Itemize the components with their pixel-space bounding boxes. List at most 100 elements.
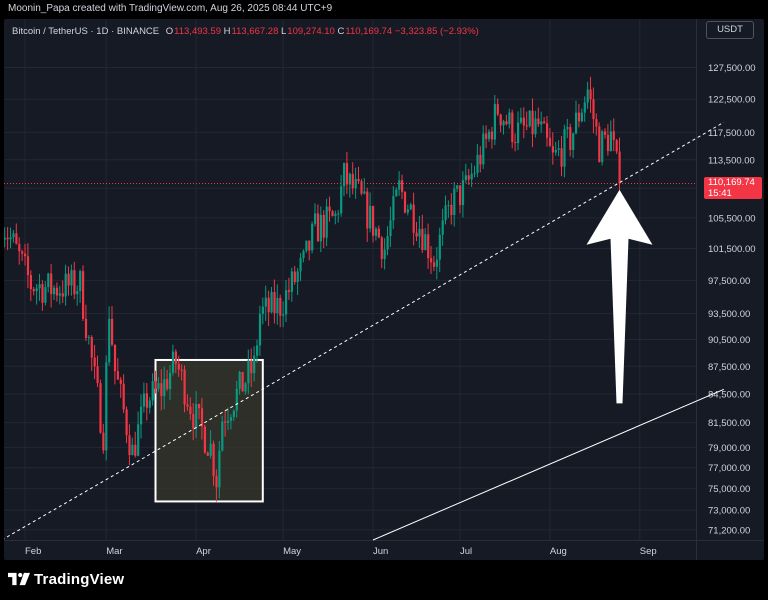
- candle-body: [250, 360, 253, 374]
- candle-body: [38, 284, 41, 289]
- support-trendline: [4, 121, 725, 540]
- candle-body: [113, 344, 117, 372]
- x-tick-label: Sep: [640, 546, 657, 557]
- candle-body: [534, 118, 537, 135]
- candle-body: [316, 213, 320, 242]
- candle-body: [418, 228, 421, 237]
- up-arrow-icon: [586, 189, 653, 404]
- x-tick-label: Aug: [550, 546, 567, 557]
- candle-body: [102, 432, 105, 451]
- candle-body: [572, 133, 575, 150]
- candle-body: [398, 180, 401, 190]
- symbol-name: Bitcoin / TetherUS · 1D · BINANCE: [12, 26, 160, 37]
- x-tick-label: May: [283, 546, 301, 557]
- candle-body: [41, 284, 44, 303]
- candle-body: [32, 289, 35, 292]
- candle-body: [111, 318, 114, 345]
- symbol-legend: Bitcoin / TetherUS · 1D · BINANCE O113,4…: [12, 26, 479, 37]
- candle-body: [21, 251, 24, 254]
- candle-body: [311, 223, 314, 251]
- candle-body: [50, 273, 53, 295]
- candle-body: [125, 409, 128, 436]
- candle-body: [551, 146, 554, 153]
- candle-body: [589, 89, 592, 100]
- candle-body: [357, 178, 360, 182]
- candle-body: [108, 318, 111, 363]
- candle-body: [293, 271, 296, 282]
- candle-body: [55, 287, 59, 296]
- candle-body: [58, 293, 61, 296]
- candle-body: [6, 237, 9, 240]
- candle-body: [502, 121, 505, 126]
- candle-body: [331, 211, 334, 216]
- y-tick-label: 117,500.00: [708, 128, 755, 139]
- candle-body: [537, 118, 540, 125]
- candle-body: [215, 475, 218, 488]
- y-tick-label: 90,500.00: [708, 335, 750, 346]
- candle-body: [334, 213, 337, 216]
- low-value: 109,274.10: [287, 26, 335, 37]
- y-tick-label: 71,200.00: [708, 525, 750, 536]
- tradingview-logo-icon: [8, 572, 30, 586]
- candle-body: [84, 318, 88, 338]
- candle-body: [276, 297, 279, 314]
- candle-body: [47, 273, 50, 288]
- candle-body: [64, 273, 67, 297]
- candle-body: [224, 421, 227, 423]
- candle-body: [403, 191, 407, 213]
- candle-body: [438, 234, 441, 260]
- candle-body: [395, 189, 398, 197]
- candle-body: [369, 205, 372, 229]
- candle-body: [256, 345, 259, 356]
- candle-body: [163, 379, 166, 397]
- candle-body: [430, 258, 433, 263]
- y-tick-label: 73,000.00: [708, 506, 750, 517]
- candle-body: [351, 173, 354, 189]
- candle-body: [169, 372, 172, 390]
- candle-body: [209, 443, 212, 456]
- candle-body: [308, 240, 311, 251]
- parallel-trendline: [372, 388, 725, 541]
- candle-body: [612, 131, 615, 141]
- candle-body: [253, 355, 256, 374]
- candle-body: [563, 129, 566, 167]
- y-tick-label: 93,500.00: [708, 309, 750, 320]
- candle-body: [366, 191, 369, 229]
- candle-body: [409, 204, 412, 210]
- tradingview-brand[interactable]: TradingView: [8, 568, 124, 590]
- candle-body: [540, 121, 543, 125]
- candle-body: [195, 404, 198, 429]
- candle-body: [557, 148, 560, 150]
- candle-body: [192, 413, 195, 429]
- currency-button[interactable]: USDT: [706, 21, 754, 39]
- candle-body: [24, 253, 27, 257]
- candle-body: [238, 371, 241, 389]
- candle-body: [340, 186, 343, 214]
- y-tick-label: 75,000.00: [708, 484, 750, 495]
- highlight-box: [154, 358, 264, 503]
- candle-body: [258, 313, 262, 346]
- y-tick-label: 101,500.00: [708, 244, 756, 255]
- candle-body: [456, 185, 459, 189]
- candle-body: [470, 173, 473, 180]
- last-price-badge: 110,169.74 15:41: [704, 177, 762, 200]
- watermark-header: Moonin_Papa created with TradingView.com…: [8, 3, 333, 14]
- candle-body: [244, 383, 247, 392]
- candle-body: [343, 163, 346, 187]
- candle-body: [325, 206, 328, 238]
- last-price-value: 110,169.74: [708, 177, 755, 189]
- candle-body: [424, 234, 427, 251]
- candle-body: [177, 363, 180, 370]
- x-tick-label: Mar: [106, 546, 122, 557]
- candle-body: [4, 237, 6, 240]
- candle-body: [406, 209, 409, 213]
- chart-panel[interactable]: Feb Mar Apr May Jun Jul Aug Sep 127,500.00 122,50…: [4, 19, 764, 560]
- candle-body: [82, 271, 85, 319]
- candle-body: [482, 133, 485, 165]
- candle-body: [337, 213, 340, 215]
- candle-body: [174, 351, 177, 364]
- candle-body: [392, 196, 395, 221]
- candle-body: [519, 117, 523, 123]
- candle-body: [583, 102, 586, 113]
- price-chart[interactable]: Feb Mar Apr May Jun Jul Aug Sep 127,500.00 122,50…: [4, 19, 764, 560]
